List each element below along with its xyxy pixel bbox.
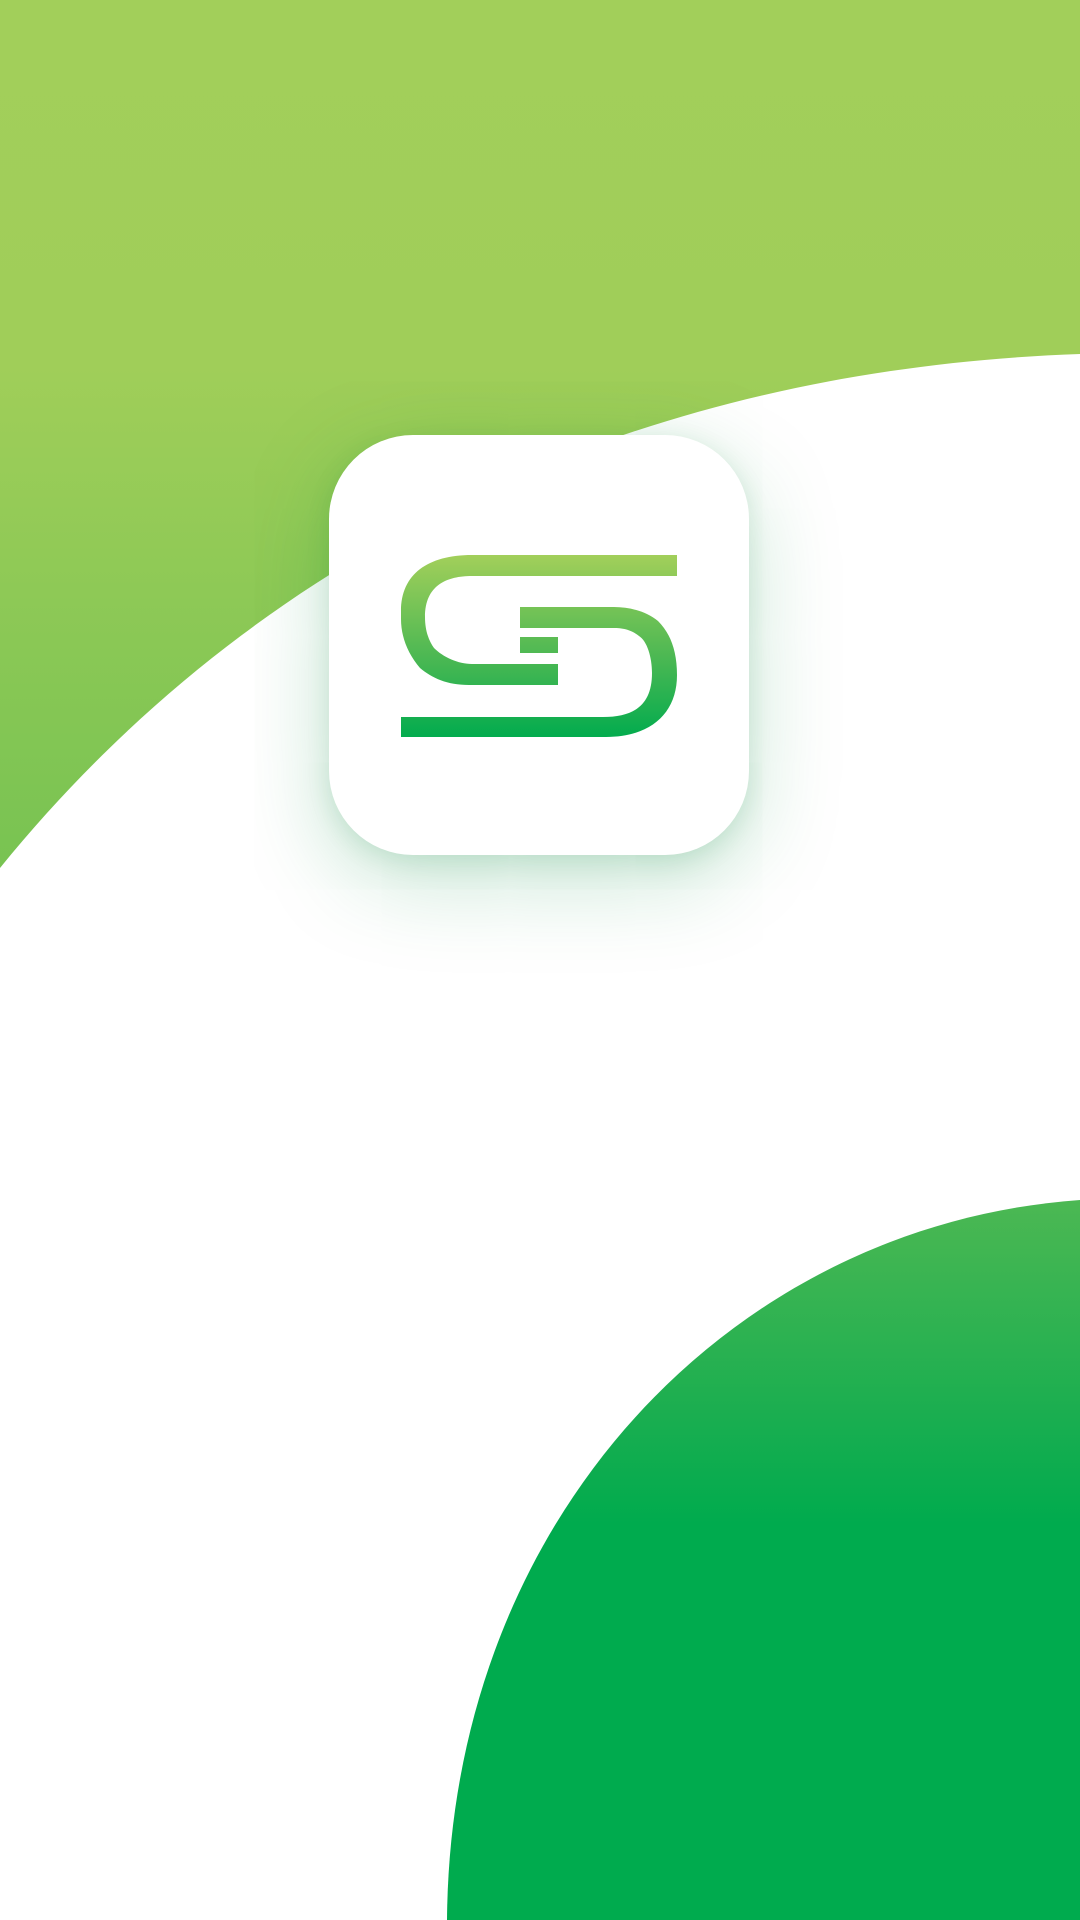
bottom-green-shape [447, 1200, 1080, 1920]
s-monogram-logo-icon [401, 555, 677, 737]
app-icon-card [329, 435, 749, 855]
top-green-shape [0, 0, 1080, 868]
